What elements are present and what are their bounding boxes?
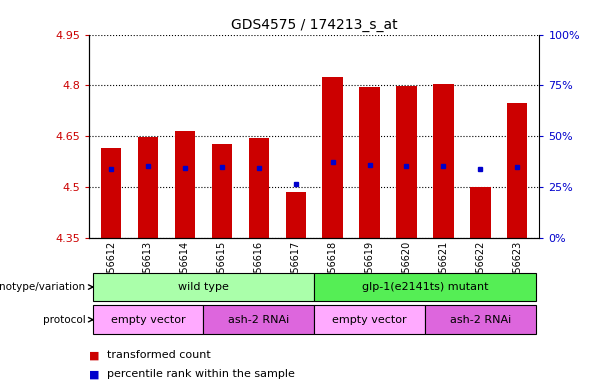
Bar <box>425 305 536 334</box>
Text: wild type: wild type <box>178 282 229 292</box>
Bar <box>359 87 379 238</box>
Text: percentile rank within the sample: percentile rank within the sample <box>107 369 295 379</box>
Title: GDS4575 / 174213_s_at: GDS4575 / 174213_s_at <box>231 18 397 32</box>
Text: genotype/variation: genotype/variation <box>0 282 86 292</box>
Bar <box>204 305 314 334</box>
Text: ■: ■ <box>89 350 99 360</box>
Bar <box>249 138 269 238</box>
Bar <box>101 148 121 238</box>
Bar <box>322 77 343 238</box>
Bar <box>507 103 527 238</box>
Text: transformed count: transformed count <box>107 350 211 360</box>
Bar <box>433 84 454 238</box>
Bar <box>211 144 232 238</box>
Bar <box>93 273 314 301</box>
Bar <box>175 131 195 238</box>
Text: ■: ■ <box>89 369 99 379</box>
Bar <box>314 273 536 301</box>
Bar <box>470 187 490 238</box>
Bar <box>314 305 425 334</box>
Text: empty vector: empty vector <box>332 314 407 325</box>
Bar <box>93 305 204 334</box>
Bar <box>397 86 417 238</box>
Text: empty vector: empty vector <box>111 314 185 325</box>
Text: glp-1(e2141ts) mutant: glp-1(e2141ts) mutant <box>362 282 488 292</box>
Text: ash-2 RNAi: ash-2 RNAi <box>450 314 511 325</box>
Bar <box>286 192 306 238</box>
Text: protocol: protocol <box>43 314 86 325</box>
Text: ash-2 RNAi: ash-2 RNAi <box>228 314 289 325</box>
Bar <box>138 137 158 238</box>
